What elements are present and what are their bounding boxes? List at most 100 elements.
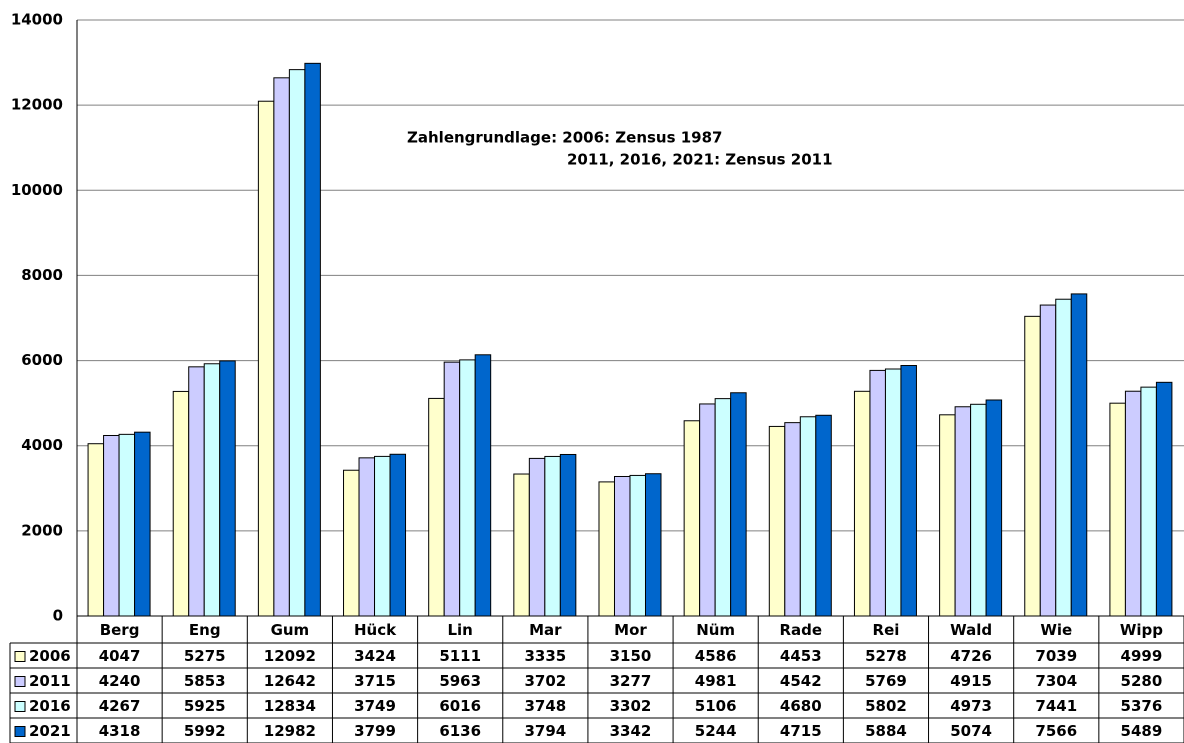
table-value: 5244 <box>695 722 737 740</box>
x-tick-label: Rei <box>873 621 900 639</box>
bar <box>884 368 902 617</box>
x-tick-label: Mar <box>529 621 562 639</box>
table-value: 5489 <box>1121 722 1163 740</box>
table-value: 5925 <box>184 697 226 715</box>
bar <box>474 354 492 617</box>
bar <box>374 455 391 617</box>
bar <box>559 453 577 617</box>
table-value: 7441 <box>1035 697 1077 715</box>
bar <box>343 469 360 617</box>
bar <box>134 431 151 617</box>
bar <box>815 414 832 617</box>
annotation: 2011, 2016, 2021: Zensus 2011 <box>567 151 833 169</box>
bar <box>730 392 747 617</box>
bar <box>1124 390 1142 617</box>
table-value: 3715 <box>354 672 396 690</box>
bar <box>428 397 445 617</box>
x-tick-label: Wipp <box>1120 621 1163 639</box>
table-value: 5802 <box>865 697 907 715</box>
table-value: 5376 <box>1121 697 1163 715</box>
table-value: 5884 <box>865 722 907 740</box>
table-value: 5992 <box>184 722 226 740</box>
table-value: 7039 <box>1035 647 1077 665</box>
bar <box>257 100 275 617</box>
table-value: 12834 <box>264 697 316 715</box>
table-value: 5106 <box>695 697 737 715</box>
x-tick-label: Wald <box>950 621 992 639</box>
bar <box>513 473 530 617</box>
table-value: 4267 <box>99 697 141 715</box>
legend-label: 2016 <box>29 697 71 715</box>
table-value: 4915 <box>950 672 992 690</box>
bar <box>1024 315 1041 617</box>
bar <box>954 406 972 617</box>
bar <box>1070 293 1088 617</box>
legend-swatch <box>14 676 26 687</box>
table-value: 6016 <box>439 697 481 715</box>
bar <box>939 414 956 617</box>
bar <box>443 361 461 617</box>
bar <box>799 416 817 617</box>
table-value: 3302 <box>610 697 652 715</box>
bar <box>544 455 561 617</box>
legend-label: 2006 <box>29 647 71 665</box>
x-tick-label: Rade <box>780 621 823 639</box>
x-tick-label: Berg <box>100 621 140 639</box>
bar <box>970 403 987 617</box>
x-tick-label: Nüm <box>696 621 735 639</box>
legend-swatch <box>14 701 26 712</box>
bar <box>1155 381 1173 617</box>
y-tick-label: 14000 <box>11 11 63 29</box>
table-value: 4453 <box>780 647 822 665</box>
table-value: 5280 <box>1121 672 1163 690</box>
y-tick-label: 2000 <box>21 521 63 539</box>
bar <box>1039 304 1057 617</box>
bar <box>389 453 407 617</box>
y-tick-label: 4000 <box>21 436 63 454</box>
table-value: 4318 <box>99 722 141 740</box>
x-tick-label: Mor <box>614 621 647 639</box>
bar <box>1109 402 1126 617</box>
table-value: 3335 <box>524 647 566 665</box>
bar <box>188 366 205 617</box>
legend-label: 2021 <box>29 722 71 740</box>
table-value: 7566 <box>1035 722 1077 740</box>
table-value: 12092 <box>264 647 316 665</box>
bar <box>768 425 786 617</box>
x-tick-label: Wie <box>1040 621 1072 639</box>
bar <box>528 457 546 617</box>
table-value: 3277 <box>610 672 652 690</box>
bar <box>699 403 716 617</box>
y-tick-label: 12000 <box>11 96 63 114</box>
x-tick-label: Gum <box>271 621 310 639</box>
bar <box>358 457 376 617</box>
bar <box>118 433 136 617</box>
bar <box>629 474 646 617</box>
bar <box>613 475 631 617</box>
table-value: 4726 <box>950 647 992 665</box>
bar <box>714 398 732 617</box>
table-value: 4981 <box>695 672 737 690</box>
bar <box>1055 298 1072 617</box>
x-tick-label: Eng <box>189 621 221 639</box>
table-value: 3342 <box>610 722 652 740</box>
table-value: 12642 <box>264 672 316 690</box>
table-value: 5074 <box>950 722 992 740</box>
bar <box>273 77 290 617</box>
annotation: Zahlengrundlage: 2006: Zensus 1987 <box>407 129 723 147</box>
y-tick-label: 10000 <box>11 181 63 199</box>
table-value: 4973 <box>950 697 992 715</box>
table-value: 3799 <box>354 722 396 740</box>
table-value: 3748 <box>524 697 566 715</box>
bar <box>203 363 221 617</box>
bar <box>985 399 1003 617</box>
table-value: 3150 <box>610 647 652 665</box>
table-value: 7304 <box>1035 672 1077 690</box>
bar <box>304 62 321 617</box>
table-value: 3702 <box>524 672 566 690</box>
y-tick-label: 0 <box>53 607 63 625</box>
table-value: 5278 <box>865 647 907 665</box>
bar <box>784 422 801 617</box>
bar <box>644 473 662 617</box>
